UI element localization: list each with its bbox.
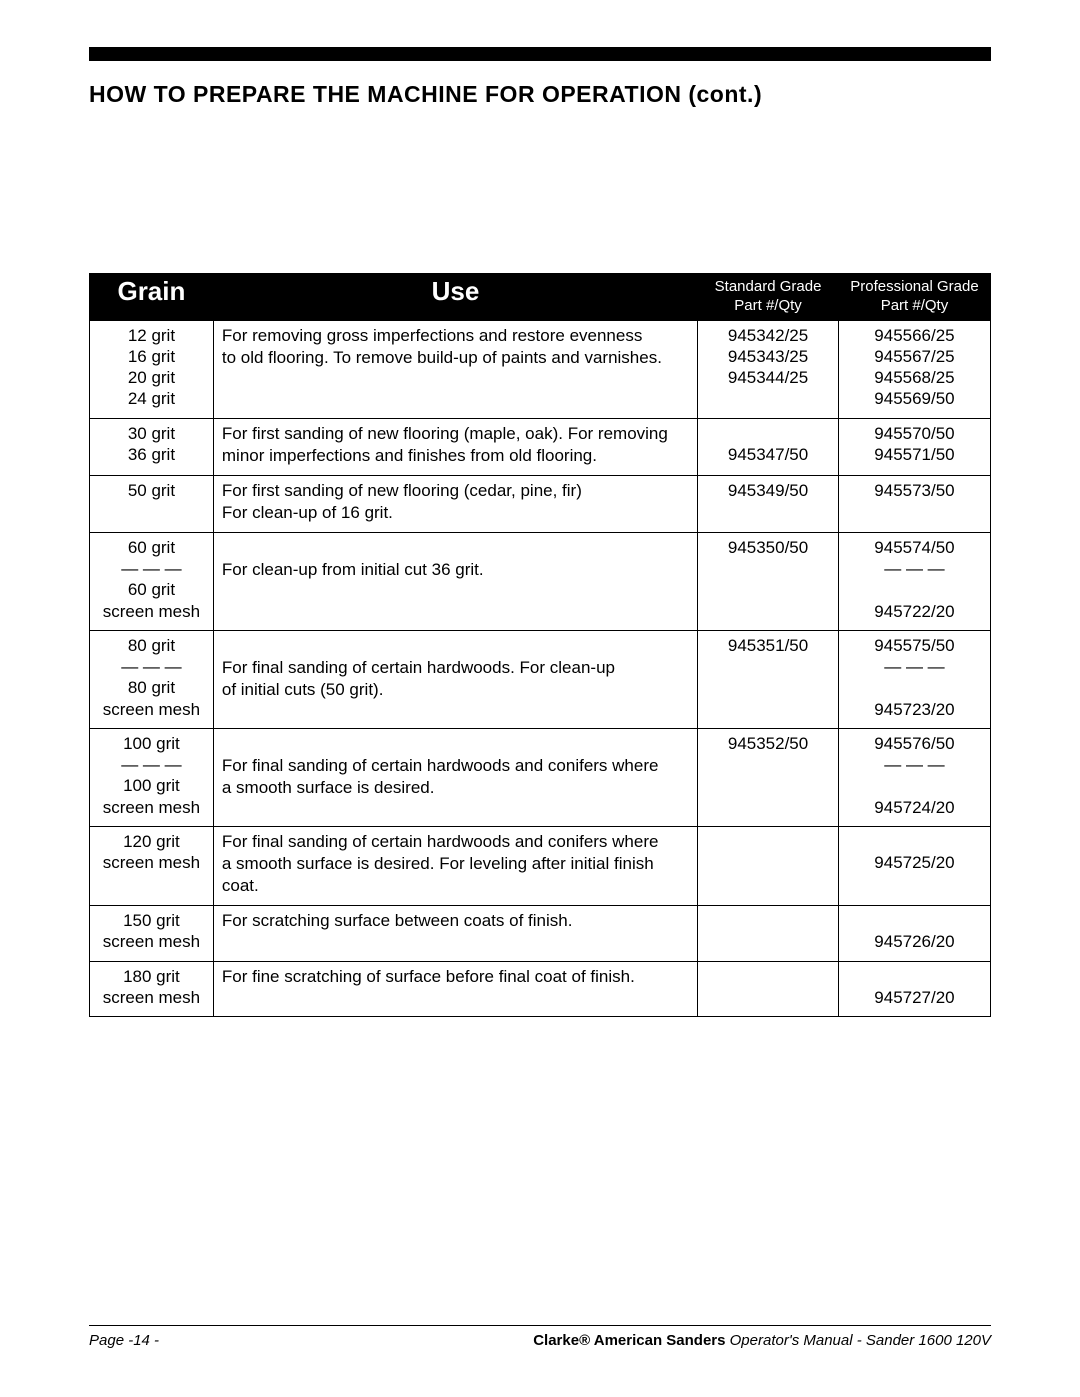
th-use: Use: [213, 274, 697, 321]
cell-grain: 30 grit36 grit: [90, 418, 214, 475]
table-row: 80 grit— — —80 gritscreen meshFor final …: [90, 630, 991, 728]
cell-use: For fine scratching of surface before fi…: [213, 961, 697, 1017]
th-grain: Grain: [90, 274, 214, 321]
cell-grain: 50 grit: [90, 475, 214, 532]
cell-grain: 100 grit— — —100 gritscreen mesh: [90, 728, 214, 826]
cell-professional: 945566/25945567/25945568/25945569/50: [838, 320, 990, 418]
cell-standard: 945350/50: [698, 532, 839, 630]
table-row: 30 grit36 gritFor first sanding of new f…: [90, 418, 991, 475]
header-bar: [89, 47, 991, 61]
footer-manual: Clarke® American Sanders Operator's Manu…: [533, 1332, 991, 1349]
th-standard-l2: Part #/Qty: [734, 297, 802, 314]
table-row: 12 grit16 grit20 grit24 gritFor removing…: [90, 320, 991, 418]
th-pro-l2: Part #/Qty: [881, 297, 949, 314]
grit-table-container: Grain Use Standard Grade Part #/Qty Prof…: [89, 273, 991, 1017]
cell-standard: [698, 961, 839, 1017]
table-body: 12 grit16 grit20 grit24 gritFor removing…: [90, 320, 991, 1017]
footer-reg: ®: [579, 1332, 590, 1349]
footer-brand: Clarke: [533, 1332, 579, 1349]
table-row: 150 gritscreen meshFor scratching surfac…: [90, 906, 991, 962]
cell-use: For final sanding of certain hardwoods a…: [213, 826, 697, 905]
cell-professional: 945575/50— — —945723/20: [838, 630, 990, 728]
footer-mid: American Sanders: [590, 1332, 730, 1349]
cell-use: For first sanding of new flooring (maple…: [213, 418, 697, 475]
cell-grain: 150 gritscreen mesh: [90, 906, 214, 962]
cell-professional: 945573/50: [838, 475, 990, 532]
cell-professional: 945574/50— — —945722/20: [838, 532, 990, 630]
cell-professional: 945727/20: [838, 961, 990, 1017]
cell-standard: 945347/50: [698, 418, 839, 475]
cell-use: For final sanding of certain hardwoods. …: [213, 630, 697, 728]
th-professional: Professional Grade Part #/Qty: [838, 274, 990, 321]
footer-page: Page -14 -: [89, 1332, 159, 1349]
cell-grain: 60 grit— — —60 gritscreen mesh: [90, 532, 214, 630]
footer-tail: Operator's Manual - Sander 1600 120V: [730, 1332, 991, 1349]
cell-grain: 120 gritscreen mesh: [90, 826, 214, 905]
cell-use: For final sanding of certain hardwoods a…: [213, 728, 697, 826]
table-row: 50 gritFor first sanding of new flooring…: [90, 475, 991, 532]
cell-professional: 945576/50— — —945724/20: [838, 728, 990, 826]
table-row: 180 gritscreen meshFor fine scratching o…: [90, 961, 991, 1017]
cell-professional: 945725/20: [838, 826, 990, 905]
table-row: 120 gritscreen meshFor final sanding of …: [90, 826, 991, 905]
cell-professional: 945570/50945571/50: [838, 418, 990, 475]
cell-use: For removing gross imperfections and res…: [213, 320, 697, 418]
cell-standard: [698, 826, 839, 905]
th-pro-l1: Professional Grade: [850, 278, 978, 295]
cell-grain: 12 grit16 grit20 grit24 grit: [90, 320, 214, 418]
cell-standard: 945342/25945343/25945344/25: [698, 320, 839, 418]
page-footer: Page -14 - Clarke® American Sanders Oper…: [89, 1325, 991, 1349]
table-row: 100 grit— — —100 gritscreen meshFor fina…: [90, 728, 991, 826]
cell-use: For first sanding of new flooring (cedar…: [213, 475, 697, 532]
grit-table: Grain Use Standard Grade Part #/Qty Prof…: [89, 273, 991, 1017]
cell-standard: 945352/50: [698, 728, 839, 826]
cell-grain: 80 grit— — —80 gritscreen mesh: [90, 630, 214, 728]
cell-standard: 945349/50: [698, 475, 839, 532]
section-heading: HOW TO PREPARE THE MACHINE FOR OPERATION…: [89, 81, 991, 108]
th-standard: Standard Grade Part #/Qty: [698, 274, 839, 321]
cell-standard: [698, 906, 839, 962]
cell-use: For clean-up from initial cut 36 grit.: [213, 532, 697, 630]
cell-use: For scratching surface between coats of …: [213, 906, 697, 962]
cell-standard: 945351/50: [698, 630, 839, 728]
cell-grain: 180 gritscreen mesh: [90, 961, 214, 1017]
cell-professional: 945726/20: [838, 906, 990, 962]
th-standard-l1: Standard Grade: [715, 278, 822, 295]
table-row: 60 grit— — —60 gritscreen meshFor clean-…: [90, 532, 991, 630]
